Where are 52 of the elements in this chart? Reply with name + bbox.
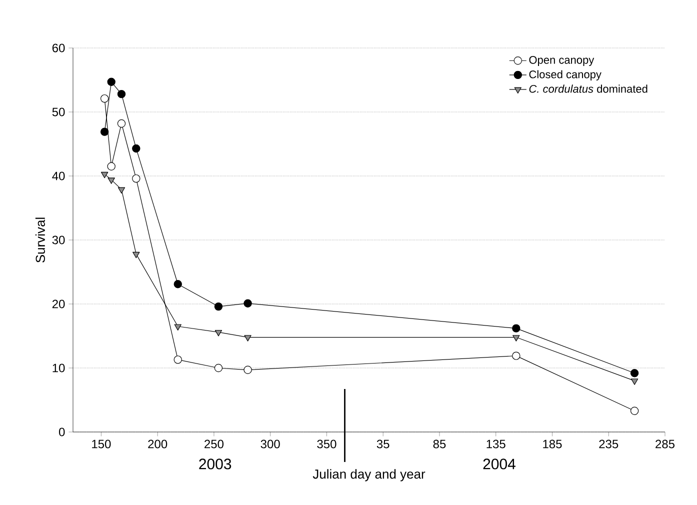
x-tick-label: 235 (599, 440, 618, 448)
y-axis-title: Survival (35, 218, 45, 263)
x-tick-label: 35 (376, 440, 390, 448)
point (107, 162, 116, 170)
point (174, 324, 182, 330)
x-axis-title: Julian day and year (312, 469, 426, 482)
point (244, 299, 252, 308)
x-tick-label: 200 (148, 440, 168, 448)
point (244, 335, 252, 342)
point (630, 378, 638, 385)
point (132, 174, 140, 183)
point (107, 78, 116, 86)
point (132, 252, 140, 258)
y-tick-label: 60 (52, 44, 65, 52)
point (512, 324, 520, 332)
x-tick-label: 185 (543, 440, 562, 448)
legend-label: C. cordulatus dominated (529, 84, 648, 93)
x-tick-label: 150 (92, 440, 111, 448)
x-tick-label: 300 (260, 440, 280, 448)
point (244, 366, 252, 374)
x-tick-label: 135 (486, 440, 506, 448)
y-tick-label: 10 (52, 364, 65, 372)
x-tick-label: 250 (204, 440, 224, 448)
x-tick-label: 285 (656, 440, 674, 448)
y-tick-label: 40 (52, 172, 65, 180)
x-tick-label: 85 (433, 440, 446, 448)
y-tick-label: 50 (52, 108, 65, 116)
point (512, 335, 520, 342)
point (100, 172, 108, 178)
point (174, 280, 182, 288)
point (214, 330, 222, 336)
point (214, 302, 223, 311)
text: 2003 (199, 458, 232, 470)
point (100, 128, 109, 136)
point (630, 406, 639, 415)
legend-label: Open canopy (529, 56, 594, 66)
legend-label: Closed canopy (529, 70, 602, 80)
point (132, 144, 140, 153)
point (117, 90, 126, 98)
point (108, 178, 115, 184)
point (117, 119, 126, 128)
text: 2004 (483, 458, 516, 470)
x-tick-label: 350 (317, 440, 336, 448)
point (174, 356, 182, 364)
point (512, 352, 520, 360)
point (214, 364, 223, 372)
y-tick-label: 30 (52, 236, 65, 244)
point (100, 94, 109, 103)
y-tick-label: 0 (59, 428, 65, 436)
point (630, 369, 639, 378)
y-tick-label: 20 (52, 300, 65, 308)
point (118, 187, 126, 194)
